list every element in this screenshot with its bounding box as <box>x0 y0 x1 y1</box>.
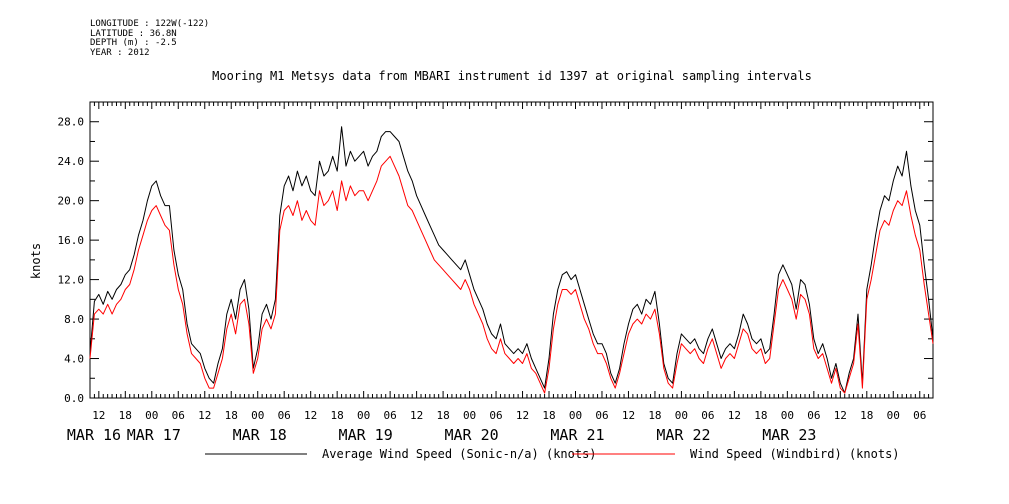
x-tick-label: 12 <box>92 409 105 422</box>
x-tick-label: 00 <box>251 409 264 422</box>
legend-label-average: Average Wind Speed (Sonic-n/a) (knots) <box>322 447 597 461</box>
x-tick-label: 06 <box>489 409 502 422</box>
x-tick-label: 00 <box>357 409 370 422</box>
chart-title: Mooring M1 Metsys data from MBARI instru… <box>212 69 812 83</box>
plot-frame <box>89 101 934 399</box>
x-date-label: MAR 22 <box>656 426 710 444</box>
x-tick-label: 06 <box>172 409 185 422</box>
x-tick-label: 06 <box>913 409 926 422</box>
legend-label-windbird: Wind Speed (Windbird) (knots) <box>690 447 900 461</box>
x-tick-label: 00 <box>463 409 476 422</box>
x-tick-label: 06 <box>278 409 291 422</box>
x-tick-label: 18 <box>436 409 449 422</box>
y-tick-label: 24.0 <box>58 155 85 168</box>
y-tick-label: 20.0 <box>58 195 85 208</box>
x-tick-label: 00 <box>675 409 688 422</box>
y-tick-label: 16.0 <box>58 234 85 247</box>
x-tick-label: 18 <box>119 409 132 422</box>
x-tick-label: 00 <box>145 409 158 422</box>
x-tick-label: 12 <box>304 409 317 422</box>
x-date-label: MAR 17 <box>127 426 181 444</box>
x-tick-label: 06 <box>384 409 397 422</box>
x-date-label: MAR 19 <box>339 426 393 444</box>
x-tick-label: 18 <box>754 409 767 422</box>
x-tick-label: 12 <box>410 409 423 422</box>
x-date-label: MAR 20 <box>444 426 498 444</box>
x-tick-label: 12 <box>516 409 529 422</box>
legend: Average Wind Speed (Sonic-n/a) (knots) W… <box>205 447 900 461</box>
series-line-windbird-wind-speed <box>89 155 934 394</box>
x-tick-label: 18 <box>331 409 344 422</box>
x-tick-label: 18 <box>648 409 661 422</box>
y-tick-label: 8.0 <box>64 313 84 326</box>
x-date-label: MAR 16 <box>67 426 121 444</box>
longitude-text: LONGITUDE : 122W(-122) <box>90 19 210 29</box>
latitude-text: LATITUDE : 36.8N <box>90 28 177 39</box>
series-layer <box>89 126 934 394</box>
y-tick-label: 0.0 <box>64 392 84 405</box>
x-tick-label: 12 <box>622 409 635 422</box>
x-tick-label: 18 <box>860 409 873 422</box>
depth-text: DEPTH (m) : -2.5 <box>90 38 177 48</box>
x-tick-label: 00 <box>569 409 582 422</box>
x-tick-label: 18 <box>225 409 238 422</box>
x-tick-label: 06 <box>595 409 608 422</box>
x-tick-label: 00 <box>887 409 900 422</box>
x-tick-label: 12 <box>728 409 741 422</box>
y-tick-label: 4.0 <box>64 353 84 366</box>
x-tick-label: 00 <box>781 409 794 422</box>
y-tick-label: 12.0 <box>58 274 85 287</box>
x-tick-label: 06 <box>807 409 820 422</box>
x-tick-label: 06 <box>701 409 714 422</box>
x-tick-label: 12 <box>834 409 847 422</box>
x-tick-label: 12 <box>198 409 211 422</box>
x-date-label: MAR 21 <box>550 426 604 444</box>
year-text: YEAR : 2012 <box>90 47 150 58</box>
mooring-metadata: LONGITUDE : 122W(-122) LATITUDE : 36.8N … <box>90 19 210 58</box>
series-line-average-wind-speed <box>89 126 934 394</box>
y-axis-label: knots <box>29 243 43 279</box>
x-date-label: MAR 23 <box>762 426 816 444</box>
axes: 12 18 00 06 12 18 00 06 12 18 00 06 12 18 00 06 12 18 00 06… <box>58 101 934 444</box>
y-tick-label: 28.0 <box>58 116 85 129</box>
x-tick-label: 18 <box>542 409 555 422</box>
x-date-label: MAR 18 <box>233 426 287 444</box>
